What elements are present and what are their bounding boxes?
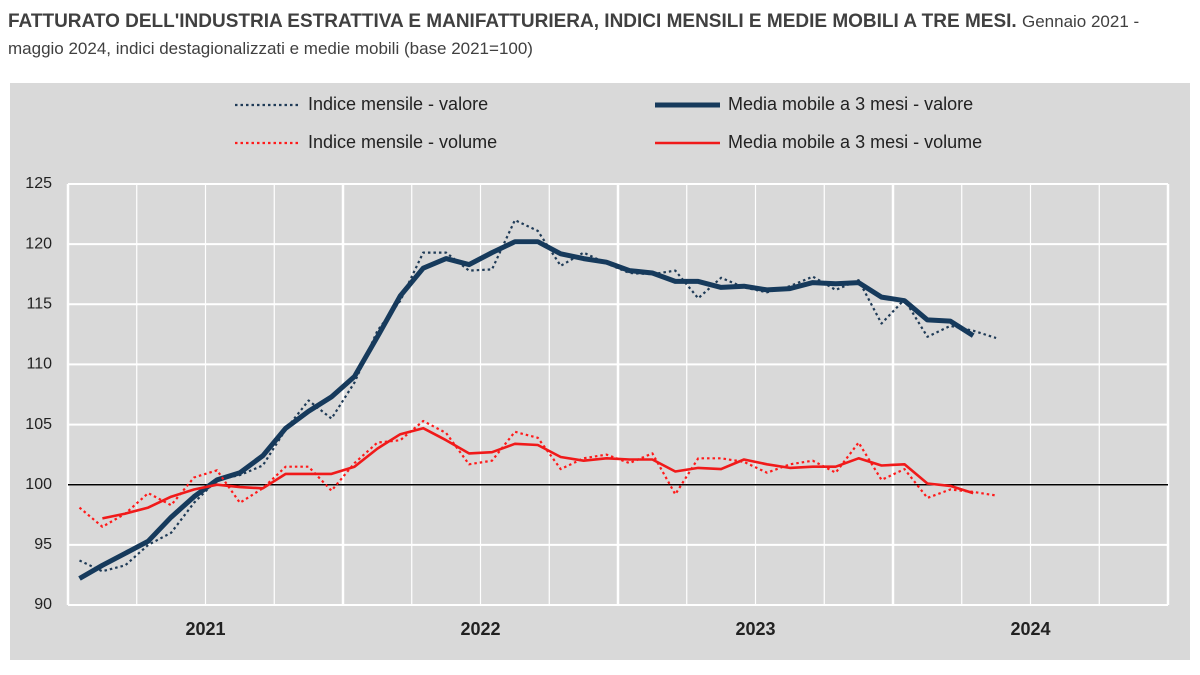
chart-subtitle: Gennaio 2021 - maggio 2024, indici desta… xyxy=(8,12,1140,58)
series-line xyxy=(78,239,975,581)
header: FATTURATO DELL'INDUSTRIA ESTRATTIVA E MA… xyxy=(8,8,1188,62)
y-tick-label: 120 xyxy=(25,235,52,252)
legend-label: Media mobile a 3 mesi - volume xyxy=(728,132,982,152)
legend-label: Indice mensile - volume xyxy=(308,132,497,152)
series-line xyxy=(102,426,974,520)
y-tick-label: 110 xyxy=(26,356,52,373)
y-tick-label: 90 xyxy=(34,596,52,613)
y-tick-label: 125 xyxy=(25,175,52,192)
y-tick-label: 95 xyxy=(34,536,52,553)
y-tick-label: 100 xyxy=(25,476,52,493)
chart-panel xyxy=(10,83,1190,660)
legend-label: Indice mensile - valore xyxy=(308,94,488,114)
series-line xyxy=(79,219,997,573)
x-tick-label: 2024 xyxy=(1010,619,1050,639)
x-tick-label: 2023 xyxy=(735,619,775,639)
legend-label: Media mobile a 3 mesi - valore xyxy=(728,94,973,114)
x-tick-label: 2021 xyxy=(185,619,225,639)
y-tick-label: 105 xyxy=(25,416,52,433)
x-tick-label: 2022 xyxy=(460,619,500,639)
y-tick-label: 115 xyxy=(26,296,52,313)
chart-title: FATTURATO DELL'INDUSTRIA ESTRATTIVA E MA… xyxy=(8,11,1017,32)
